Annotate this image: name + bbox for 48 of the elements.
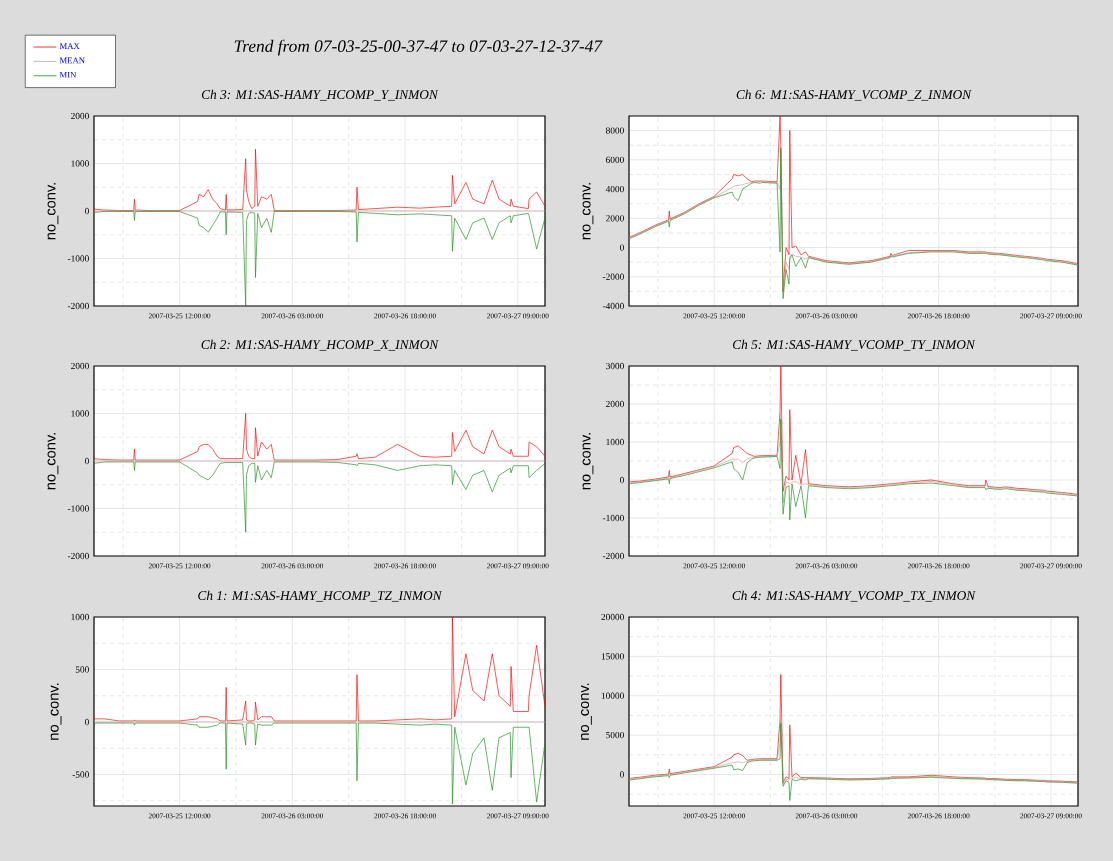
- chart-title: Ch 5: M1:SAS-HAMY_VCOMP_TY_INMON: [732, 339, 976, 351]
- y-tick-label: 0: [84, 718, 89, 726]
- y-tick-label: 1000: [71, 410, 89, 417]
- chart-title: Ch 3: M1:SAS-HAMY_HCOMP_Y_INMON: [201, 89, 439, 101]
- y-tick-label: 500: [75, 666, 89, 673]
- y-tick-label: -1000: [67, 505, 89, 512]
- y-tick-label: -2000: [67, 302, 89, 310]
- y-tick-label: 0: [84, 207, 89, 215]
- legend-label: MAX: [59, 43, 80, 49]
- y-tick-label: 2000: [606, 400, 624, 408]
- y-tick-label: 1000: [606, 438, 624, 446]
- legend-label: MEAN: [59, 57, 85, 64]
- y-tick-label: 1000: [71, 613, 89, 621]
- y-axis-title: no_conv.: [47, 433, 59, 490]
- y-tick-label: 3000: [606, 362, 624, 370]
- y-axis-title: no_conv.: [581, 683, 592, 740]
- y-tick-label: 0: [619, 476, 624, 484]
- y-tick-label: -2000: [602, 552, 624, 560]
- chart-title: Ch 2: M1:SAS-HAMY_HCOMP_X_INMON: [201, 339, 439, 351]
- y-tick-label: 6000: [606, 156, 624, 163]
- chart-title: Ch 1: M1:SAS-HAMY_HCOMP_TZ_INMON: [198, 590, 443, 602]
- y-axis-title: no_conv.: [582, 183, 594, 240]
- y-tick-label: 10000: [601, 692, 624, 699]
- y-axis-title: no_conv.: [47, 183, 59, 240]
- y-tick-label: 0: [84, 457, 89, 465]
- y-tick-label: 4000: [605, 185, 624, 193]
- legend-label: MIN: [59, 71, 77, 78]
- text: Trend from 07-03-25-00-37-47 to 07-03-27-12-37-47: [234, 39, 603, 56]
- y-tick-label: 2000: [606, 215, 624, 222]
- y-tick-label: 1000: [71, 160, 89, 167]
- y-tick-label: -2000: [602, 273, 624, 280]
- y-tick-label: 20000: [601, 613, 624, 621]
- y-tick-label: -1000: [602, 514, 624, 522]
- y-tick-label: 15000: [601, 653, 624, 660]
- y-tick-label: 8000: [605, 127, 624, 134]
- y-tick-label: -2000: [67, 552, 89, 560]
- y-axis-title: no_conv.: [582, 433, 594, 490]
- y-tick-label: 0: [619, 771, 624, 778]
- y-tick-label: 2000: [71, 112, 89, 120]
- y-tick-label: 5000: [606, 731, 624, 739]
- y-tick-label: 0: [619, 244, 624, 251]
- y-tick-label: 2000: [71, 362, 89, 370]
- chart-title: Ch 4: M1:SAS-HAMY_VCOMP_TX_INMON: [732, 590, 976, 602]
- chart-title: Ch 6: M1:SAS-HAMY_VCOMP_Z_INMON: [736, 89, 972, 101]
- y-axis-title: no_conv.: [50, 683, 62, 740]
- y-tick-label: -1000: [67, 255, 89, 262]
- y-tick-label: -500: [72, 771, 89, 778]
- y-tick-label: -4000: [602, 302, 624, 310]
